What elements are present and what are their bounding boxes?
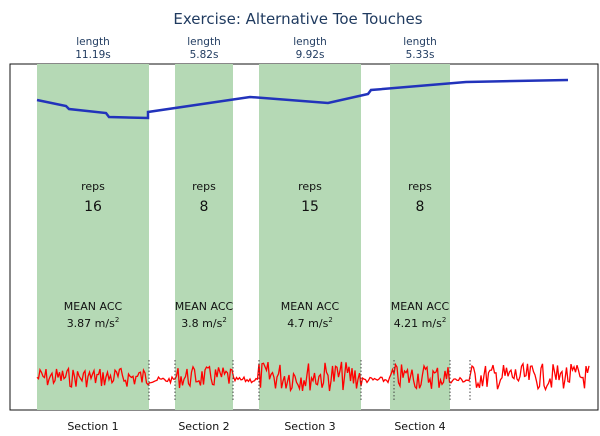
mean-acc-value: 4.21 m/s2 <box>394 316 447 330</box>
length-label: length <box>293 36 326 48</box>
mean-acc-value: 3.8 m/s2 <box>181 316 227 330</box>
section-label: Section 1 <box>67 420 118 433</box>
acc-layer <box>36 360 590 400</box>
length-label: length <box>76 36 109 48</box>
reps-label: reps <box>298 180 322 193</box>
section-label: Section 4 <box>394 420 445 433</box>
length-label: length <box>187 36 220 48</box>
reps-label: reps <box>408 180 432 193</box>
mean-acc-value: 4.7 m/s2 <box>287 316 333 330</box>
mean-acc-label: MEAN ACC <box>64 300 123 313</box>
section-band-3 <box>259 64 361 410</box>
reps-label: reps <box>81 180 105 193</box>
acceleration-trace <box>36 361 590 393</box>
section-band-2 <box>175 64 233 410</box>
length-label: length <box>403 36 436 48</box>
reps-value: 8 <box>200 199 209 215</box>
chart-title: Exercise: Alternative Toe Touches <box>173 10 422 28</box>
mean-acc-value: 3.87 m/s2 <box>67 316 120 330</box>
length-value: 5.33s <box>406 49 435 61</box>
length-value: 9.92s <box>296 49 325 61</box>
length-value: 5.82s <box>190 49 219 61</box>
reps-value: 16 <box>84 199 102 215</box>
progress-line <box>36 78 569 120</box>
section-label: Section 2 <box>178 420 229 433</box>
section-label: Section 3 <box>284 420 335 433</box>
reps-label: reps <box>192 180 216 193</box>
mean-acc-label: MEAN ACC <box>391 300 450 313</box>
section-band-4 <box>390 64 450 410</box>
sections-layer <box>37 64 450 410</box>
length-value: 11.19s <box>75 49 111 61</box>
mean-acc-label: MEAN ACC <box>281 300 340 313</box>
section-band-1 <box>37 64 149 410</box>
reps-value: 15 <box>301 199 319 215</box>
reps-value: 8 <box>416 199 425 215</box>
mean-acc-label: MEAN ACC <box>175 300 234 313</box>
